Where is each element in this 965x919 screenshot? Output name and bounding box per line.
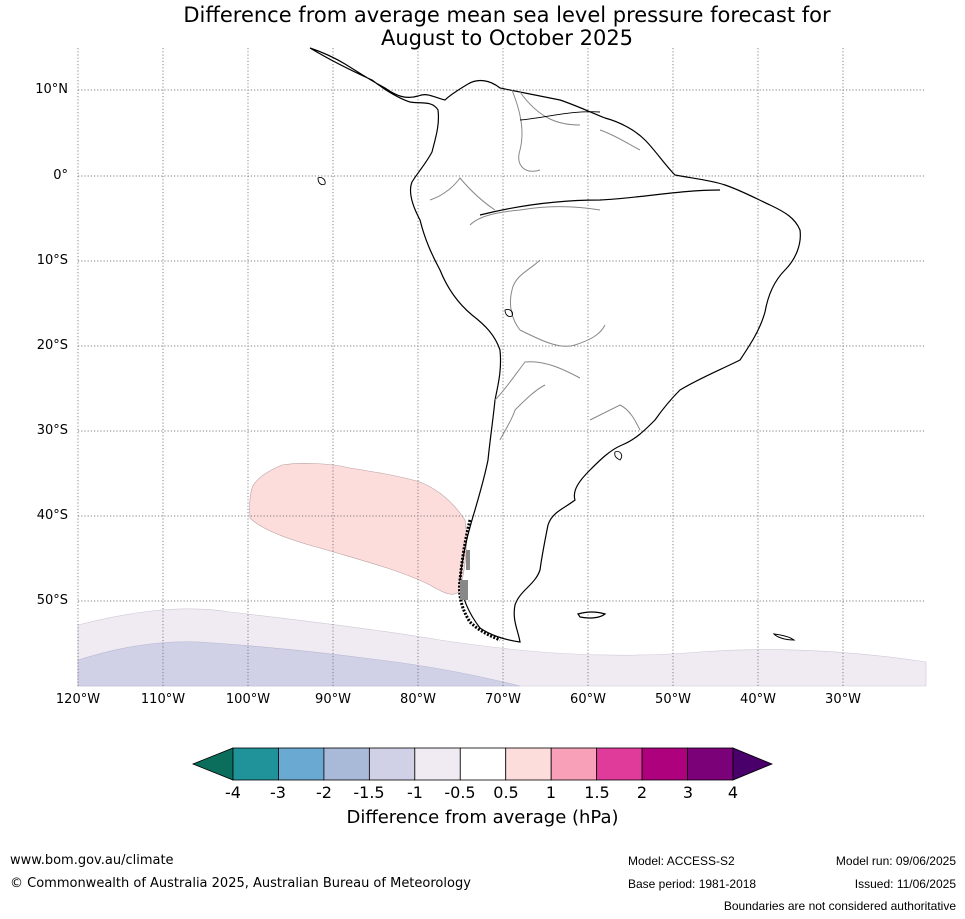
colorbar <box>191 747 774 781</box>
colorbar-cell <box>687 747 734 781</box>
model-run-text: Model run: 09/06/2025 <box>835 854 956 868</box>
amazon-river <box>479 189 721 216</box>
colorbar-cell <box>550 747 598 781</box>
lon-label-120w: 120°W <box>55 692 101 707</box>
colorbar-cell <box>596 747 643 781</box>
orinoco-river <box>519 111 601 121</box>
gridlines <box>77 48 926 686</box>
south-georgia-island <box>772 633 796 641</box>
lat-label-40s: 40°S <box>36 508 68 523</box>
colorbar-arrow-high <box>732 747 774 781</box>
lake-patos <box>614 451 623 461</box>
chilean-fjords-shading <box>460 550 470 600</box>
lon-label-50w: 50°W <box>655 692 691 707</box>
colorbar-tick: -1.5 <box>353 783 385 802</box>
colorbar-tick: -1 <box>407 783 423 802</box>
title-line-2: August to October 2025 <box>380 26 634 50</box>
colorbar-cell <box>641 747 688 781</box>
lon-label-40w: 40°W <box>740 692 776 707</box>
galapagos-islands <box>317 177 326 186</box>
colorbar-cell <box>505 747 552 781</box>
colorbar-tick: -2 <box>316 783 332 802</box>
south-america-coastline <box>309 47 801 643</box>
lake-titicaca <box>504 309 513 317</box>
lat-label-20s: 20°S <box>36 338 68 353</box>
colorbar-tick: -4 <box>225 783 241 802</box>
lon-label-100w: 100°W <box>225 692 271 707</box>
colorbar-cell <box>232 747 279 781</box>
country-borders <box>429 89 641 441</box>
colorbar-title: Difference from average (hPa) <box>346 807 619 828</box>
issued-text: Issued: 11/06/2025 <box>854 877 956 891</box>
anomaly-region-pos-0.5-to-1 <box>249 463 467 595</box>
falkland-islands <box>577 611 607 619</box>
colorbar-tick: -0.5 <box>444 783 476 802</box>
lon-label-30w: 30°W <box>825 692 861 707</box>
colorbar-cell <box>278 747 325 781</box>
colorbar-tick: 1 <box>545 783 557 802</box>
website-link[interactable]: www.bom.gov.au/climate <box>10 853 174 868</box>
lon-label-110w: 110°W <box>140 692 186 707</box>
copyright-text: © Commonwealth of Australia 2025, Austra… <box>10 876 471 891</box>
model-text: Model: ACCESS-S2 <box>628 854 735 868</box>
lat-label-30s: 30°S <box>36 423 68 438</box>
colorbar-tick: 3 <box>682 783 694 802</box>
disclaimer-text: Boundaries are not considered authoritat… <box>723 899 956 913</box>
lat-label-0: 0° <box>53 168 68 183</box>
colorbar-cell <box>459 747 507 781</box>
colorbar-cell <box>414 747 461 781</box>
title-line-1: Difference from average mean sea level p… <box>183 3 831 27</box>
colorbar-tick: 4 <box>727 783 739 802</box>
colorbar-tick: 1.5 <box>584 783 610 802</box>
colorbar-tick: -3 <box>270 783 286 802</box>
lon-label-70w: 70°W <box>485 692 521 707</box>
anomaly-region-neg-1.5-to-neg-1 <box>77 641 521 687</box>
lat-label-10s: 10°S <box>36 253 68 268</box>
base-period-text: Base period: 1981-2018 <box>628 877 757 891</box>
lat-label-10n: 10°N <box>35 82 68 97</box>
colorbar-cell <box>368 747 416 781</box>
lon-label-90w: 90°W <box>315 692 351 707</box>
map-title: Difference from average mean sea level p… <box>0 4 965 50</box>
lat-label-50s: 50°S <box>36 593 68 608</box>
colorbar-tick: 0.5 <box>493 783 519 802</box>
colorbar-tick: 2 <box>636 783 648 802</box>
lon-label-80w: 80°W <box>400 692 436 707</box>
colorbar-cell <box>323 747 370 781</box>
lon-label-60w: 60°W <box>570 692 606 707</box>
colorbar-arrow-low <box>191 747 234 781</box>
